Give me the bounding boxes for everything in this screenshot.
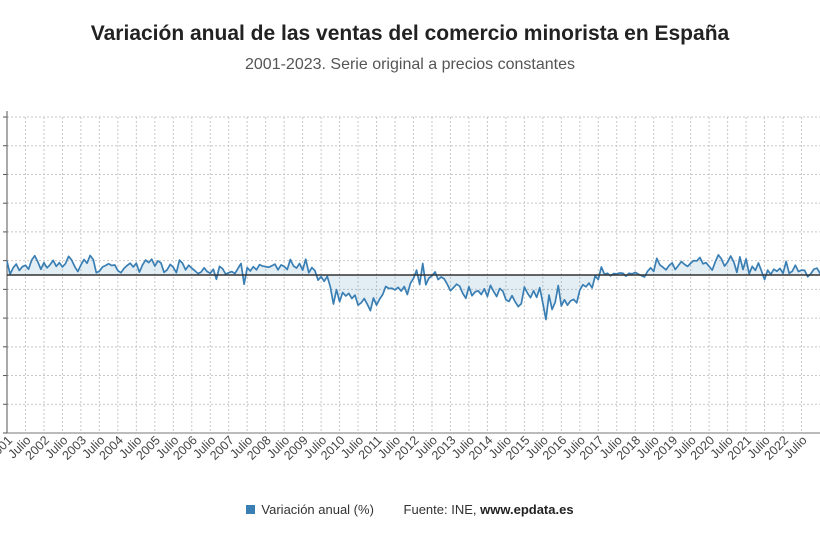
- legend-label: Variación anual (%): [261, 502, 374, 517]
- series-line: [6, 254, 820, 321]
- source-label: Fuente: INE, www.epdata.es: [404, 502, 574, 517]
- legend-item[interactable]: Variación anual (%): [246, 502, 374, 517]
- source-prefix: Fuente: INE,: [403, 502, 481, 517]
- chart-subtitle: 2001-2023. Serie original a precios cons…: [245, 56, 575, 73]
- source-site: www.epdata.es: [480, 502, 574, 517]
- chart-area: 2001Julio2002Julio2003Julio2004Julio2005…: [0, 111, 820, 463]
- legend: Variación anual (%) Fuente: INE, www.epd…: [0, 502, 820, 517]
- chart-title: Variación anual de las ventas del comerc…: [90, 22, 730, 45]
- legend-swatch: [246, 505, 256, 514]
- x-tick-label: Julio: [782, 433, 810, 461]
